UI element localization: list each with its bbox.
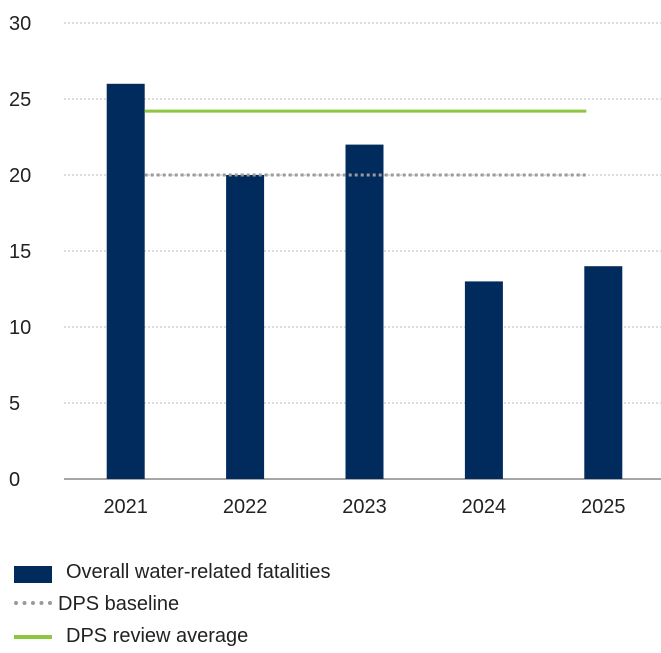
legend-label-fatalities: Overall water-related fatalities bbox=[66, 560, 331, 583]
y-tick-label: 30 bbox=[9, 13, 31, 35]
bar bbox=[106, 83, 145, 480]
y-tick-label: 10 bbox=[9, 317, 31, 339]
legend-swatch-fatalities bbox=[14, 565, 52, 583]
bar bbox=[226, 175, 265, 479]
y-tick-label: 0 bbox=[9, 469, 20, 491]
y-tick-label: 15 bbox=[9, 241, 31, 263]
y-tick-label: 5 bbox=[9, 393, 20, 415]
x-tick-label: 2023 bbox=[342, 496, 387, 518]
legend-item-baseline: DPS baseline bbox=[14, 588, 331, 620]
legend-item-fatalities: Overall water-related fatalities bbox=[14, 556, 331, 588]
x-tick-label: 2024 bbox=[462, 496, 507, 518]
legend-item-review-average: DPS review average bbox=[14, 620, 331, 652]
legend-label-baseline: DPS baseline bbox=[58, 592, 180, 615]
legend-swatch-baseline bbox=[14, 601, 52, 609]
legend-label-review-average: DPS review average bbox=[66, 624, 249, 647]
x-tick-label: 2022 bbox=[223, 496, 268, 518]
x-tick-label: 2021 bbox=[103, 496, 148, 518]
y-tick-label: 25 bbox=[9, 89, 31, 111]
bar bbox=[345, 144, 384, 479]
bar bbox=[464, 281, 503, 479]
legend-swatch-review-average bbox=[14, 635, 52, 639]
bar bbox=[584, 266, 623, 479]
x-tick-label: 2025 bbox=[581, 496, 626, 518]
chart-legend: Overall water-related fatalities DPS bas… bbox=[14, 556, 331, 652]
y-tick-label: 20 bbox=[9, 165, 31, 187]
